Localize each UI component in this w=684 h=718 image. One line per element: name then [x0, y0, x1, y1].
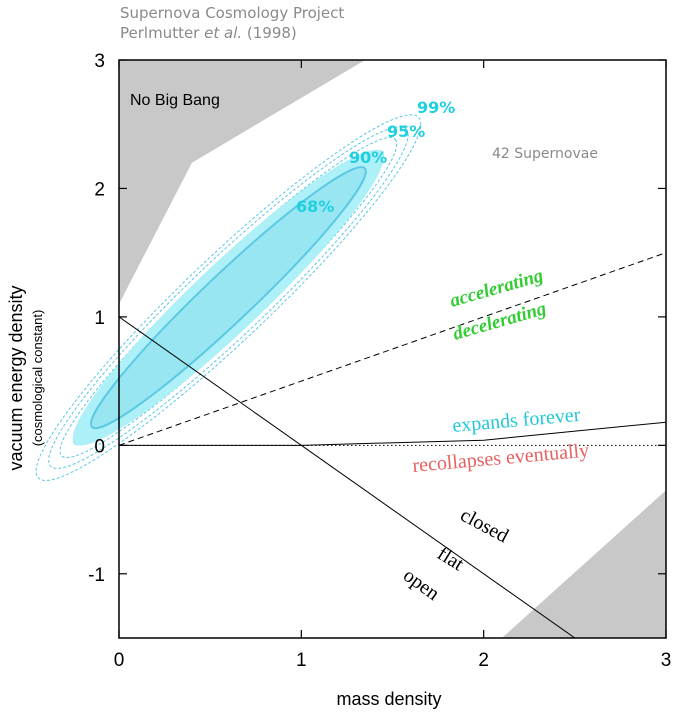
- y-tick-label-4: 3: [94, 51, 105, 72]
- confidence-contour-99: [35, 114, 422, 481]
- y-tick-label-0: -1: [88, 565, 105, 586]
- chart-title: Supernova Cosmology Project: [120, 4, 344, 22]
- chart-citation: Perlmutter et al. (1998): [120, 24, 297, 42]
- shaded-region-0: [119, 60, 366, 305]
- x-tick-label-2: 2: [478, 650, 489, 671]
- y-axis-label: vacuum energy density: [6, 285, 26, 470]
- confidence-90-label: 90%: [349, 148, 387, 167]
- confidence-fill-68: [89, 166, 367, 430]
- confidence-95-label: 95%: [387, 122, 425, 141]
- model-line-1: [118, 252, 667, 446]
- confidence-contour-95: [48, 126, 409, 469]
- y-axis-sublabel: (cosmological constant): [30, 310, 45, 447]
- model-lines: [118, 252, 667, 639]
- recollapses-label: recollapses eventually: [412, 440, 590, 477]
- x-axis-label: mass density: [336, 689, 441, 709]
- plot-frame: [118, 59, 667, 639]
- shaded-regions: [119, 60, 666, 638]
- flat-label: flat: [433, 543, 468, 576]
- model-line-0: [118, 316, 576, 639]
- confidence-99-label: 99%: [417, 98, 455, 117]
- model-line-2: [119, 421, 667, 446]
- y-tick-label-1: 0: [94, 436, 105, 457]
- x-tick-label-0: 0: [114, 650, 125, 671]
- x-tick-label-1: 1: [296, 650, 307, 671]
- supernovae-count-label: 42 Supernovae: [492, 146, 598, 162]
- confidence-68-label: 68%: [296, 197, 334, 216]
- no-big-bang-label: No Big Bang: [130, 92, 220, 109]
- x-tick-label-3: 3: [661, 650, 672, 671]
- closed-label: closed: [457, 504, 512, 547]
- y-tick-label-3: 2: [94, 179, 105, 200]
- confidence-contours: [35, 114, 422, 481]
- shaded-region-1: [501, 490, 666, 638]
- axis-ticks: 0 1 2 3 -1 0 1 2 3: [88, 51, 671, 671]
- open-label: open: [399, 564, 443, 605]
- y-tick-label-2: 1: [94, 308, 105, 329]
